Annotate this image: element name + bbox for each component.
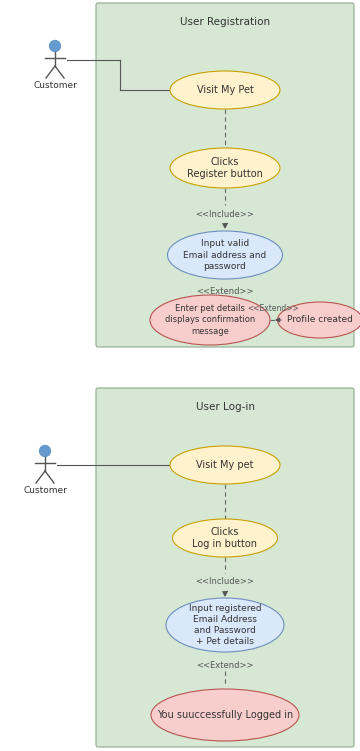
Circle shape [49, 41, 60, 52]
Text: Visit My Pet: Visit My Pet [197, 85, 253, 95]
FancyBboxPatch shape [96, 388, 354, 747]
Text: Clicks
Register button: Clicks Register button [187, 157, 263, 179]
Ellipse shape [166, 598, 284, 652]
Text: <<Extend>>: <<Extend>> [196, 661, 254, 670]
FancyBboxPatch shape [96, 3, 354, 347]
Text: You suuccessfully Logged in: You suuccessfully Logged in [157, 710, 293, 720]
Text: Input valid
Email address and
password: Input valid Email address and password [183, 240, 267, 270]
Text: Clicks
Log in button: Clicks Log in button [193, 526, 257, 549]
Text: User Registration: User Registration [180, 17, 270, 27]
Text: Profile created: Profile created [287, 315, 353, 324]
Ellipse shape [150, 295, 270, 345]
Circle shape [39, 445, 51, 457]
Text: Customer: Customer [33, 81, 77, 90]
Text: <<Include>>: <<Include>> [195, 577, 255, 586]
Ellipse shape [170, 446, 280, 484]
Ellipse shape [170, 148, 280, 188]
Ellipse shape [172, 519, 278, 557]
Ellipse shape [170, 71, 280, 109]
Text: User Log-in: User Log-in [195, 402, 255, 412]
Text: Visit My pet: Visit My pet [196, 460, 254, 470]
Text: Input registered
Email Address
and Password
+ Pet details: Input registered Email Address and Passw… [189, 604, 261, 646]
Text: <<Extend>>: <<Extend>> [248, 304, 300, 313]
Text: Enter pet details
displays confirmation
message: Enter pet details displays confirmation … [165, 304, 255, 336]
Ellipse shape [278, 302, 360, 338]
Ellipse shape [167, 231, 283, 279]
Text: Customer: Customer [23, 486, 67, 495]
Ellipse shape [151, 689, 299, 741]
Text: <<Extend>>: <<Extend>> [196, 287, 254, 296]
Text: <<Include>>: <<Include>> [195, 210, 255, 219]
